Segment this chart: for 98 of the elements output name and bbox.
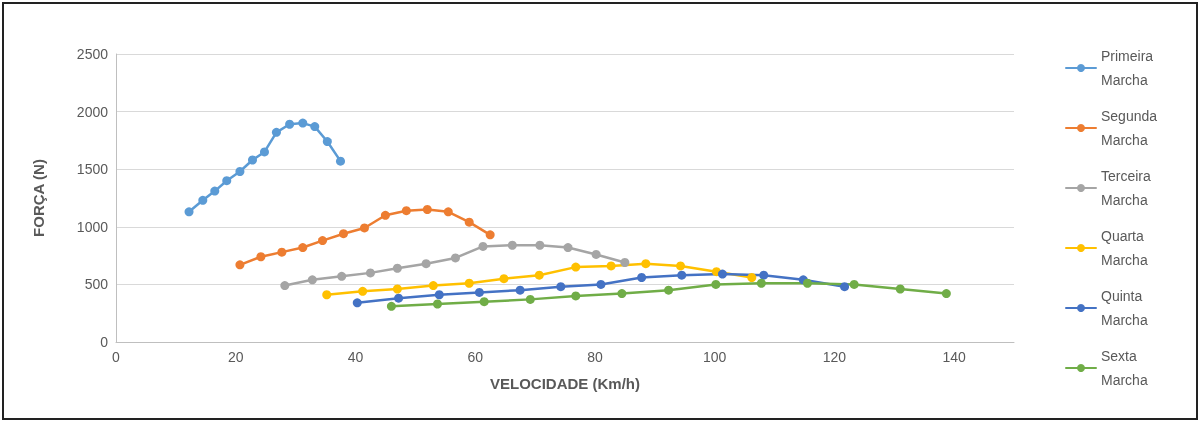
point <box>677 270 687 280</box>
point <box>664 285 674 295</box>
point <box>591 249 601 259</box>
point <box>256 252 266 262</box>
point <box>479 297 489 307</box>
point <box>392 263 402 273</box>
legend-label: Quarta Marcha <box>1101 228 1148 268</box>
point <box>474 287 484 297</box>
point <box>464 278 474 288</box>
point <box>392 284 402 294</box>
point <box>941 289 951 299</box>
point <box>617 289 627 299</box>
point <box>222 176 232 186</box>
point <box>535 240 545 250</box>
legend-label: Quinta Marcha <box>1101 288 1148 328</box>
point <box>380 210 390 220</box>
point <box>450 253 460 263</box>
x-tick-label: 100 <box>702 349 727 365</box>
y-tick-label: 2000 <box>76 103 109 120</box>
x-axis-title: VELOCIDADE (Km/h) <box>490 375 640 392</box>
point <box>280 281 290 291</box>
point <box>563 243 573 253</box>
x-tick-label: 120 <box>822 349 847 365</box>
point <box>259 147 269 157</box>
point <box>759 270 769 280</box>
x-tick-label: 40 <box>347 349 364 365</box>
point <box>485 230 495 240</box>
y-tick-label: 1000 <box>76 218 109 235</box>
point <box>596 279 606 289</box>
point <box>336 156 345 166</box>
point <box>285 119 295 129</box>
point <box>298 243 308 253</box>
point <box>421 259 431 269</box>
legend-label: Primeira Marcha <box>1101 48 1158 88</box>
point <box>428 281 438 291</box>
point <box>235 167 245 176</box>
point <box>422 205 432 215</box>
point <box>339 229 348 239</box>
point <box>895 284 905 294</box>
x-tick-label: 80 <box>587 349 603 365</box>
point <box>337 271 347 281</box>
point <box>298 118 308 128</box>
y-axis-title: FORÇA (N) <box>30 159 47 237</box>
point <box>840 282 850 292</box>
point <box>394 293 404 303</box>
point <box>386 301 396 311</box>
point <box>499 274 509 284</box>
y-tick-label: 500 <box>84 276 109 293</box>
point <box>637 272 647 282</box>
point <box>248 155 257 165</box>
point <box>478 241 488 251</box>
point <box>322 290 332 300</box>
point <box>210 186 220 196</box>
x-tick-label: 20 <box>227 349 244 365</box>
point <box>515 285 525 295</box>
point <box>711 279 721 289</box>
x-tick-label: 140 <box>942 349 967 365</box>
y-tick-label: 1500 <box>76 161 109 178</box>
x-tick-label: 0 <box>112 349 121 365</box>
point <box>365 268 375 278</box>
point <box>184 207 194 217</box>
point <box>277 247 287 257</box>
legend-label: Segunda Marcha <box>1101 108 1161 148</box>
point <box>534 270 544 280</box>
point <box>318 236 328 246</box>
point <box>198 195 208 205</box>
legend-label: Terceira Marcha <box>1101 168 1155 208</box>
point <box>606 261 616 271</box>
point <box>322 137 332 147</box>
point <box>359 223 369 233</box>
point <box>358 286 368 296</box>
point <box>620 258 630 268</box>
x-tick-label: 60 <box>467 349 484 365</box>
y-tick-label: 0 <box>100 334 109 350</box>
y-tick-label: 2500 <box>76 46 109 62</box>
point <box>802 278 812 288</box>
point <box>717 269 727 279</box>
point <box>307 275 317 285</box>
point <box>434 290 444 300</box>
point <box>525 294 535 304</box>
point <box>571 291 581 301</box>
point <box>756 278 766 288</box>
point <box>352 298 362 308</box>
point <box>235 260 245 270</box>
legend-label: Sexta Marcha <box>1101 348 1148 388</box>
point <box>443 207 453 217</box>
point <box>310 122 320 132</box>
point <box>271 127 281 137</box>
point <box>507 240 517 250</box>
point <box>641 259 651 269</box>
point <box>432 299 442 309</box>
point <box>401 206 411 216</box>
point <box>747 272 757 282</box>
point <box>849 279 859 289</box>
point <box>676 261 686 271</box>
point <box>571 262 581 272</box>
point <box>464 217 474 227</box>
point <box>556 282 566 292</box>
